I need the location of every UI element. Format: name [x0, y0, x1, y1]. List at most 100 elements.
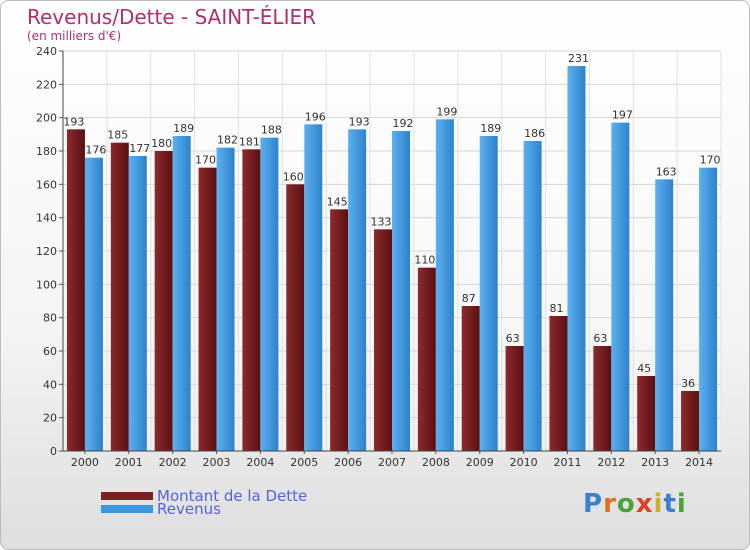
x-tick-label: 2006: [334, 456, 362, 469]
bar-revenus-2007: [392, 131, 410, 451]
logo-letter: t: [663, 489, 677, 519]
legend-item-revenus: Revenus: [101, 500, 221, 518]
chart-title: Revenus/Dette - SAINT-ÉLIER: [27, 5, 316, 29]
bar-debt-2008: [417, 267, 436, 451]
x-tick-label: 2008: [422, 456, 450, 469]
data-label-debt-2014: 36: [681, 377, 695, 390]
data-label-revenus-2008: 199: [436, 105, 457, 118]
x-tick-label: 2009: [466, 456, 494, 469]
logo-letter: r: [603, 489, 617, 519]
data-label-revenus-2002: 189: [173, 122, 194, 135]
x-tick-label: 2000: [71, 456, 99, 469]
data-label-revenus-2012: 197: [612, 109, 633, 122]
data-label-debt-2013: 45: [637, 362, 651, 375]
bar-revenus-2009: [479, 136, 498, 451]
legend-swatch-debt: [101, 492, 153, 500]
data-label-revenus-2003: 182: [217, 134, 238, 147]
x-tick-label: 2011: [553, 456, 581, 469]
data-label-revenus-2013: 163: [656, 165, 677, 178]
bar-revenus-2000: [84, 157, 103, 451]
data-label-debt-2000: 193: [63, 115, 84, 128]
bar-revenus-2002: [172, 136, 191, 451]
x-tick-label: 2010: [510, 456, 538, 469]
y-tick-label: 0: [50, 445, 57, 458]
logo-letter: x: [635, 489, 654, 519]
chart-subtitle: (en milliers d'€): [27, 29, 122, 43]
data-label-debt-2009: 87: [462, 292, 476, 305]
bar-debt-2010: [505, 346, 524, 451]
bar-debt-2000: [66, 129, 85, 452]
data-label-revenus-2004: 188: [261, 124, 282, 137]
bar-debt-2011: [549, 316, 568, 451]
bar-debt-2007: [374, 229, 392, 451]
bar-revenus-2006: [348, 129, 367, 452]
bar-revenus-2001: [128, 156, 147, 451]
x-tick-label: 2002: [159, 456, 187, 469]
data-label-revenus-2014: 170: [700, 154, 721, 167]
data-label-revenus-2005: 196: [305, 110, 326, 123]
logo-letter: i: [653, 489, 664, 519]
bar-debt-2006: [330, 209, 349, 451]
data-label-revenus-2000: 176: [85, 144, 106, 157]
bar-debt-2014: [681, 391, 700, 451]
legend-swatch-revenus: [101, 505, 153, 513]
data-label-debt-2002: 180: [151, 137, 172, 150]
x-tick-label: 2014: [685, 456, 713, 469]
logo-letter: i: [676, 489, 687, 519]
y-tick-label: 200: [36, 112, 57, 125]
bar-revenus-2004: [260, 137, 279, 451]
data-label-revenus-2011: 231: [568, 52, 589, 65]
y-tick-label: 80: [43, 312, 57, 325]
y-tick-label: 120: [36, 245, 57, 258]
bar-revenus-2003: [216, 147, 235, 451]
y-tick-label: 160: [36, 178, 57, 191]
bar-debt-2003: [198, 167, 217, 451]
x-tick-label: 2012: [597, 456, 625, 469]
data-label-debt-2010: 63: [506, 332, 520, 345]
bar-debt-2012: [593, 346, 612, 451]
bar-debt-2004: [242, 149, 261, 452]
bar-revenus-2010: [523, 141, 542, 451]
bar-revenus-2011: [567, 66, 586, 451]
data-label-debt-2007: 133: [371, 215, 392, 228]
data-label-debt-2003: 170: [195, 154, 216, 167]
legend-item-debt: Montant de la Dette: [101, 487, 308, 505]
x-tick-label: 2001: [115, 456, 143, 469]
y-tick-label: 180: [36, 145, 57, 158]
y-tick-label: 220: [36, 78, 57, 91]
data-label-debt-2011: 81: [549, 302, 563, 315]
bar-revenus-2008: [435, 119, 454, 451]
x-tick-label: 2004: [246, 456, 274, 469]
y-tick-label: 20: [43, 412, 57, 425]
data-label-debt-2012: 63: [593, 332, 607, 345]
logo-letter: P: [583, 489, 604, 519]
data-label-debt-2004: 181: [239, 135, 260, 148]
data-label-revenus-2010: 186: [524, 127, 545, 140]
proxiti-logo: Proxiti: [583, 489, 687, 519]
logo-letter: o: [616, 489, 636, 519]
data-label-debt-2005: 160: [283, 170, 304, 183]
data-label-debt-2001: 185: [107, 129, 128, 142]
bar-debt-2002: [154, 151, 173, 451]
bar-debt-2009: [461, 306, 480, 451]
data-label-revenus-2009: 189: [480, 122, 501, 135]
bar-revenus-2005: [304, 124, 323, 451]
bar-debt-2001: [110, 142, 129, 451]
data-label-revenus-2007: 192: [393, 117, 414, 130]
x-tick-label: 2013: [641, 456, 669, 469]
y-tick-label: 100: [36, 278, 57, 291]
y-tick-label: 140: [36, 212, 57, 225]
data-label-revenus-2006: 193: [349, 115, 370, 128]
x-tick-label: 2003: [203, 456, 231, 469]
legend-label-debt: Montant de la Dette: [157, 487, 308, 505]
x-tick-label: 2007: [378, 456, 406, 469]
y-tick-label: 40: [43, 378, 57, 391]
bar-revenus-2013: [655, 179, 674, 452]
bar-debt-2013: [637, 376, 656, 451]
data-label-revenus-2001: 177: [129, 142, 150, 155]
legend-label-revenus: Revenus: [157, 500, 221, 518]
data-label-debt-2008: 110: [414, 254, 435, 267]
bar-revenus-2014: [699, 167, 718, 451]
